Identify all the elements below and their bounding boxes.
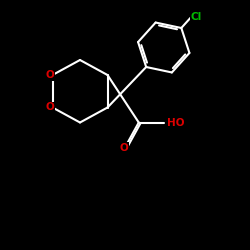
Text: O: O: [46, 70, 54, 80]
Text: HO: HO: [168, 118, 185, 128]
Text: O: O: [46, 102, 54, 113]
Text: Cl: Cl: [190, 12, 202, 22]
Text: O: O: [120, 143, 128, 153]
